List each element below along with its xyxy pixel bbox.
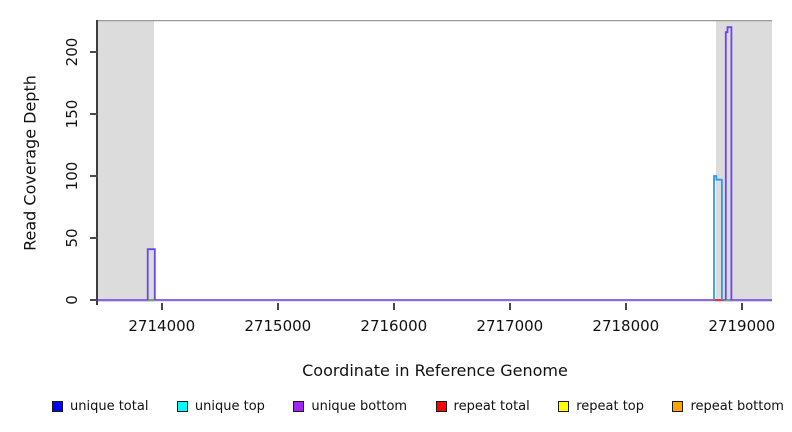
legend-item: unique top	[176, 398, 265, 414]
x-tick-label: 2715000	[244, 317, 312, 335]
legend-label: repeat total	[453, 398, 530, 414]
legend-swatch	[558, 400, 570, 412]
legend-label: unique total	[70, 398, 149, 414]
plot-canvas	[98, 20, 772, 302]
legend-label: unique bottom	[311, 398, 408, 414]
legend-label: repeat bottom	[690, 398, 784, 414]
y-tick	[90, 175, 97, 177]
x-tick	[393, 303, 395, 310]
y-tick	[90, 237, 97, 239]
legend-item: repeat top	[558, 399, 644, 414]
y-tick-label: 50	[63, 228, 81, 248]
y-tick	[90, 113, 97, 115]
legend-item: repeat total	[435, 398, 530, 414]
x-axis-title: Coordinate in Reference Genome	[302, 361, 568, 380]
unique-top-spike	[713, 175, 723, 300]
y-axis-line	[96, 20, 98, 305]
x-tick-label: 2714000	[128, 317, 196, 335]
legend-swatch	[293, 400, 305, 412]
legend-label: repeat top	[576, 398, 644, 414]
y-axis-title: Read Coverage Depth	[20, 75, 40, 251]
legend-label: unique top	[194, 398, 265, 414]
legend-swatch	[435, 400, 447, 412]
unique-bottom-spike-left	[146, 248, 156, 300]
y-tick-label: 100	[63, 161, 81, 191]
legend-swatch	[176, 400, 188, 412]
legend-swatch	[52, 400, 63, 412]
unique-bottom-spike-right	[724, 26, 733, 300]
y-tick-label: 200	[63, 37, 81, 67]
x-tick	[741, 303, 743, 310]
legend-item: unique total	[52, 399, 148, 414]
y-tick-label: 0	[63, 295, 81, 305]
legend-item: repeat bottom	[672, 399, 784, 414]
x-tick-label: 2719000	[708, 317, 776, 335]
x-tick-label: 2717000	[476, 317, 544, 335]
x-tick-label: 2716000	[360, 317, 428, 335]
legend-item: unique bottom	[293, 399, 407, 414]
legend-swatch	[672, 400, 684, 412]
x-tick	[509, 303, 511, 310]
masked-region	[716, 20, 772, 302]
x-tick	[277, 303, 279, 310]
x-tick-label: 2718000	[592, 317, 660, 335]
x-tick	[161, 303, 163, 310]
y-tick	[90, 299, 97, 301]
x-tick	[625, 303, 627, 310]
legend: unique total unique top unique bottom repea…	[52, 397, 784, 415]
masked-region	[98, 20, 154, 302]
y-tick	[90, 51, 97, 53]
y-tick-label: 150	[63, 99, 81, 129]
